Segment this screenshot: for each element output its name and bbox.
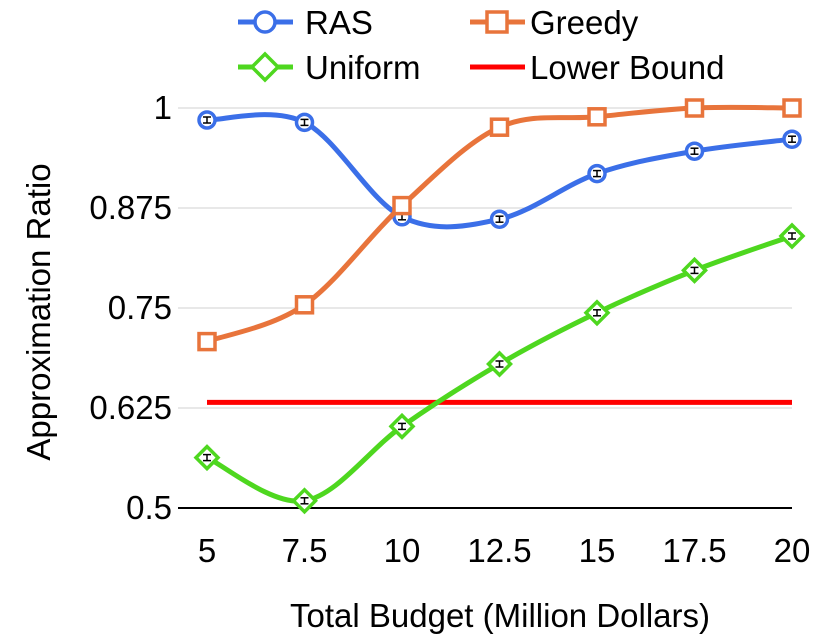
x-axis-title: Total Budget (Million Dollars): [290, 597, 710, 634]
legend-swatch-marker: [253, 10, 277, 34]
error-bar: [398, 422, 406, 431]
y-tick-labels: 0.5 0.625 0.75 0.875 1: [89, 89, 172, 526]
error-bar: [300, 497, 309, 505]
y-axis-title: Approximation Ratio: [20, 163, 57, 460]
error-bar: [203, 453, 211, 462]
legend-swatch-marker: [249, 51, 281, 83]
legend-label: Greedy: [530, 4, 639, 41]
legend-item-ras: RAS: [238, 4, 373, 41]
x-tick-label: 20: [774, 532, 811, 569]
legend-label: Uniform: [305, 49, 421, 86]
series-greedy-point: [684, 98, 705, 118]
legend-item-lower-bound: Lower Bound: [470, 49, 724, 86]
series-greedy-point: [489, 117, 510, 137]
x-tick-label: 17.5: [662, 532, 726, 569]
series-group: [193, 98, 806, 515]
y-tick-label: 0.625: [89, 389, 172, 426]
y-tick-label: 1: [154, 89, 172, 126]
legend-item-greedy: Greedy: [470, 4, 639, 41]
legend-item-uniform: Uniform: [238, 49, 421, 86]
x-tick-label: 15: [579, 532, 616, 569]
error-bar: [593, 169, 601, 178]
legend: RAS Greedy Uniform Lower Bound: [238, 4, 724, 86]
y-tick-label: 0.875: [89, 189, 172, 226]
error-bar: [495, 215, 504, 223]
error-bar: [690, 147, 699, 155]
legend-swatch-marker: [485, 10, 509, 34]
y-tick-label: 0.75: [108, 289, 172, 326]
x-tick-label: 7.5: [282, 532, 328, 569]
x-tick-label: 5: [198, 532, 216, 569]
series-greedy-point: [587, 107, 607, 127]
y-tick-label: 0.5: [126, 489, 172, 526]
error-bar: [593, 309, 601, 317]
legend-label: Lower Bound: [530, 49, 724, 86]
error-bar: [300, 118, 309, 127]
x-tick-label: 10: [384, 532, 421, 569]
series-greedy-point: [782, 98, 802, 118]
series-greedy-point: [197, 331, 217, 352]
error-bar: [495, 360, 504, 368]
error-bar: [788, 135, 796, 143]
x-tick-label: 12.5: [467, 532, 531, 569]
series-greedy-point: [392, 195, 412, 216]
legend-label: RAS: [305, 4, 373, 41]
x-tick-labels: 5 7.5 10 12.5 15 17.5 20: [198, 532, 811, 569]
error-bar: [690, 266, 699, 275]
series-greedy-point: [294, 295, 315, 315]
error-bar: [788, 232, 796, 240]
error-bar: [203, 116, 211, 124]
